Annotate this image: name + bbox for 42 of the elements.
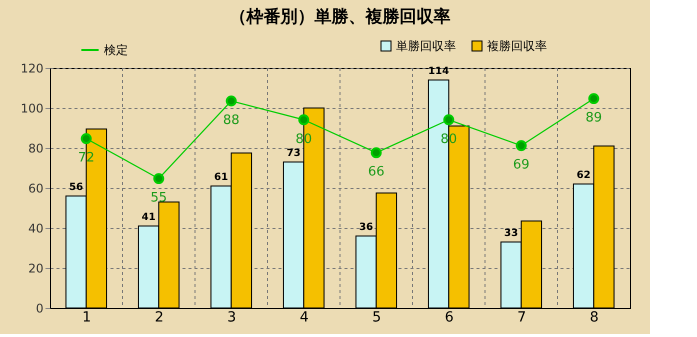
point: [516, 140, 527, 152]
point: [226, 95, 237, 106]
x-tick-label: 8: [590, 310, 599, 326]
data-label: 62: [576, 170, 591, 181]
data-label: 69: [512, 158, 530, 173]
point: [80, 133, 92, 144]
point: [153, 173, 164, 184]
x-tick-label: 2: [154, 310, 164, 326]
point: [370, 147, 382, 158]
y-tick-label: 80: [28, 142, 44, 156]
x-tick-label: 4: [300, 310, 309, 326]
data-label: 80: [440, 132, 458, 147]
legend-label: 複勝回収率: [487, 39, 547, 53]
data-label: 66: [368, 164, 385, 180]
data-label: 80: [295, 132, 312, 147]
point: [588, 93, 600, 104]
y-tick-label: 0: [36, 302, 44, 316]
legend-label: 単勝回収率: [396, 39, 456, 53]
point: [443, 114, 454, 126]
data-label: 88: [222, 112, 240, 128]
x-tick-label: 3: [227, 310, 236, 326]
x-tick-label: 1: [82, 310, 92, 326]
x-tick-label: 7: [517, 310, 526, 326]
point: [298, 114, 310, 126]
data-label: 73: [286, 148, 301, 159]
chart-title: （枠番別）単勝、複勝回収率: [230, 7, 450, 27]
data-label: 55: [150, 190, 168, 206]
data-label: 72: [78, 150, 95, 166]
x-tick-label: 6: [444, 310, 454, 326]
y-tick-label: 60: [28, 182, 44, 196]
data-label: 33: [504, 228, 518, 239]
data-label: 56: [69, 182, 84, 193]
data-label: 89: [585, 110, 602, 126]
legend-label: 検定: [104, 43, 128, 57]
y-tick-label: 40: [28, 222, 44, 236]
y-tick-label: 120: [20, 62, 44, 76]
data-label: 61: [214, 172, 228, 183]
y-tick-label: 100: [20, 102, 44, 116]
x-tick-label: 5: [372, 310, 382, 326]
data-label: 41: [142, 212, 156, 223]
y-tick-label: 20: [28, 262, 44, 276]
data-label: 36: [359, 222, 374, 233]
